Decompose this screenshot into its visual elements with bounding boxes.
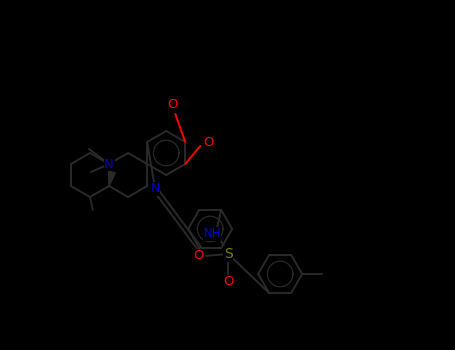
Text: O: O (193, 250, 203, 262)
Text: S: S (224, 247, 233, 261)
Text: NH: NH (203, 228, 221, 240)
Text: O: O (203, 135, 213, 148)
Polygon shape (109, 171, 116, 186)
Text: N: N (104, 158, 114, 170)
Text: O: O (223, 275, 233, 288)
Text: O: O (167, 98, 177, 112)
Text: N: N (151, 182, 160, 196)
